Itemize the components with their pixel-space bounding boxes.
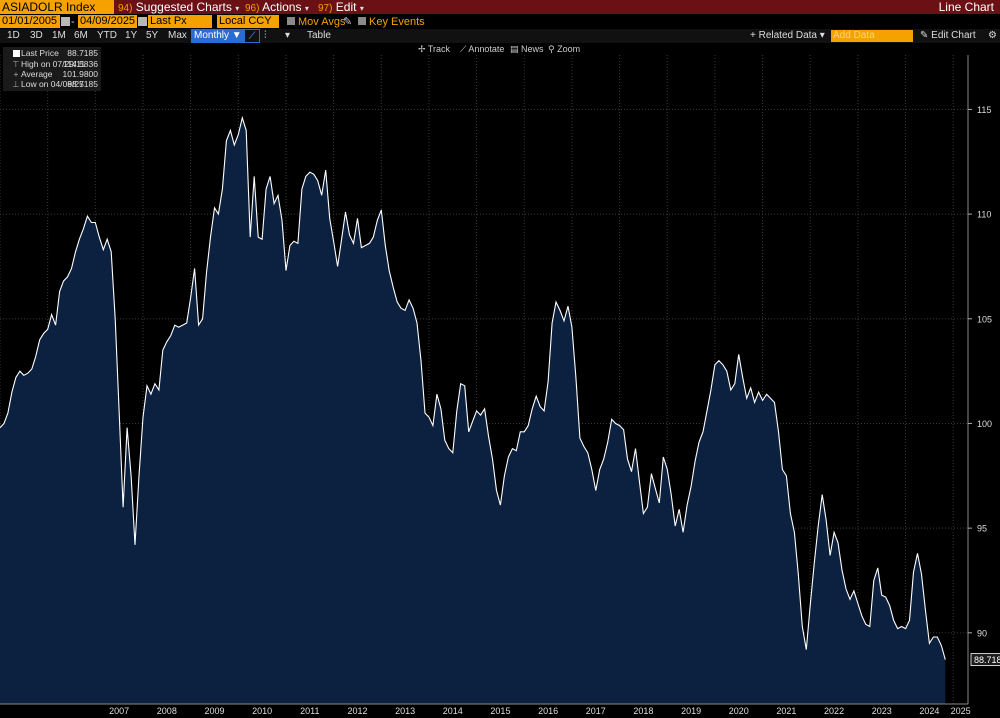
range-ytd[interactable]: YTD [97, 30, 117, 41]
x-tick-label: 2024 [919, 706, 939, 716]
controls-bar: 01/01/2005 - 04/09/2025 Last Px Local CC… [0, 15, 1000, 29]
key-events-checkbox[interactable] [358, 17, 366, 25]
x-tick-label: 2010 [252, 706, 272, 716]
frequency-select[interactable]: Monthly ▼ [191, 29, 245, 43]
more-caret-icon[interactable]: ▾ [285, 30, 291, 41]
gear-icon[interactable]: ⚙ [988, 30, 997, 41]
average-marker-icon: + [13, 69, 19, 79]
legend-high: ⊤ High on 07/29/11 114.5836 [12, 59, 98, 69]
related-data-button[interactable]: + Related Data ▾ [750, 30, 825, 41]
series-area [0, 117, 946, 705]
mov-avgs-label[interactable]: Mov Avgs [298, 16, 346, 28]
x-tick-label: 2014 [443, 706, 463, 716]
range-3d[interactable]: 3D [30, 30, 43, 41]
crosshair-icon: ✢ [418, 44, 426, 54]
x-tick-label: 2021 [776, 706, 796, 716]
x-tick-label: 2019 [681, 706, 701, 716]
x-tick-label: 2023 [872, 706, 892, 716]
track-tool[interactable]: ✢ Track [418, 44, 451, 54]
low-marker-icon: ⊥ [12, 79, 20, 89]
edit-menu[interactable]: 97) Edit ▾ [318, 0, 364, 14]
range-1y[interactable]: 1Y [125, 30, 138, 41]
line-chart-icon[interactable]: ⟋ [244, 29, 260, 43]
x-tick-label: 2015 [490, 706, 510, 716]
date-separator: - [71, 16, 75, 28]
x-tick-label: 2018 [633, 706, 653, 716]
legend-average: + Average 101.9800 [13, 69, 98, 79]
y-tick-label: 110 [977, 210, 991, 220]
y-tick-label: 105 [977, 314, 992, 324]
edit-chart-button[interactable]: ✎ Edit Chart [920, 30, 976, 41]
suggested-charts-menu[interactable]: 94) Suggested Charts ▾ [118, 0, 240, 14]
x-tick-label: 2020 [729, 706, 749, 716]
legend-last-price[interactable]: Last Price 88.7185 [3, 48, 101, 59]
news-icon: ▤ [510, 44, 519, 54]
ticker-field[interactable]: ASIADOLR Index [0, 0, 114, 14]
actions-menu[interactable]: 96) Actions ▾ [245, 0, 309, 14]
calendar-icon[interactable] [61, 17, 70, 26]
range-max[interactable]: Max [168, 30, 187, 41]
annotate-icon: ⟋ [460, 44, 467, 54]
toolbar: 1D 3D 1M 6M YTD 1Y 5Y Max Monthly ▼ ⟋ ⫶ … [0, 29, 1000, 43]
x-tick-label: 2009 [204, 706, 224, 716]
zoom-tool[interactable]: ⚲ Zoom [548, 44, 581, 54]
range-1d[interactable]: 1D [7, 30, 20, 41]
last-value-label: 88.7185 [974, 655, 1000, 665]
table-button[interactable]: Table [307, 30, 331, 41]
x-tick-label: 2016 [538, 706, 558, 716]
legend-swatch [13, 50, 20, 57]
pencil-icon[interactable]: ✎ [343, 16, 353, 28]
start-date-field[interactable]: 01/01/2005 [0, 15, 60, 28]
caret-down-icon: ▾ [304, 4, 309, 13]
y-tick-label: 115 [977, 105, 991, 115]
x-tick-label: 2012 [347, 706, 367, 716]
add-data-input[interactable]: Add Data [831, 30, 913, 42]
x-tick-label: 2013 [395, 706, 415, 716]
currency-select[interactable]: Local CCY [217, 15, 279, 28]
chart-type-label: Line Chart [938, 0, 994, 14]
caret-down-icon: ▾ [359, 4, 364, 13]
x-tick-label: 2007 [109, 706, 129, 716]
calendar-icon[interactable] [138, 17, 147, 26]
x-tick-label: 2011 [300, 706, 319, 716]
series-line[interactable] [0, 115, 946, 660]
news-tool[interactable]: ▤ News [510, 44, 544, 54]
zoom-icon: ⚲ [548, 44, 555, 54]
pencil-icon: ✎ [920, 30, 929, 41]
key-events-label[interactable]: Key Events [369, 16, 425, 28]
y-tick-label: 90 [977, 628, 987, 638]
x-tick-label: 2025 [951, 706, 971, 716]
annotate-tool[interactable]: ⟋ Annotate [460, 44, 505, 54]
high-marker-icon: ⊤ [12, 59, 20, 69]
x-tick-label: 2017 [586, 706, 606, 716]
title-bar: ASIADOLR Index 94) Suggested Charts ▾ 96… [0, 0, 1000, 14]
range-5y[interactable]: 5Y [146, 30, 159, 41]
chart-legend: Last Price 88.7185 ⊤ High on 07/29/11 11… [3, 47, 101, 91]
caret-down-icon: ▾ [235, 4, 240, 13]
legend-low: ⊥ Low on 04/09/25 88.7185 [12, 79, 98, 89]
bar-style-icon[interactable]: ⫶ [264, 30, 267, 41]
range-6m[interactable]: 6M [74, 30, 88, 41]
end-date-field[interactable]: 04/09/2025 [78, 15, 137, 28]
range-1m[interactable]: 1M [52, 30, 66, 41]
x-tick-label: 2022 [824, 706, 844, 716]
y-tick-label: 100 [977, 419, 992, 429]
last-value-tag [970, 653, 1000, 667]
x-tick-label: 2008 [157, 706, 177, 716]
mov-avgs-checkbox[interactable] [287, 17, 295, 25]
y-tick-label: 95 [977, 524, 987, 534]
price-field-select[interactable]: Last Px [148, 15, 212, 28]
